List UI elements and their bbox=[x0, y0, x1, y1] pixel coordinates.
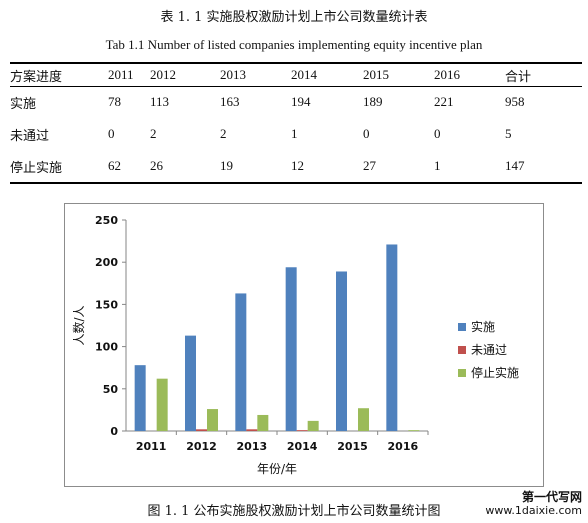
table-row: 未通过 0 2 2 1 0 0 5 bbox=[10, 118, 582, 150]
legend-item: 实施 bbox=[458, 315, 519, 338]
bar-chart: 0 50 100 150 200 250 2011 2012 2013 2014 2015 2016 年… bbox=[64, 203, 544, 487]
table-cell: 5 bbox=[505, 126, 512, 141]
table-cell: 2 bbox=[150, 126, 157, 141]
header-cell: 2012 bbox=[150, 67, 176, 82]
legend-item: 未通过 bbox=[458, 338, 519, 361]
bar bbox=[235, 293, 247, 431]
table-row: 停止实施 62 26 19 12 27 1 147 bbox=[10, 150, 582, 182]
x-tick-label: 2016 bbox=[388, 440, 419, 453]
table-cell: 12 bbox=[291, 158, 304, 173]
header-cell: 2014 bbox=[291, 67, 317, 82]
table-cell: 19 bbox=[220, 158, 233, 173]
y-tick-label: 100 bbox=[95, 341, 118, 354]
legend-swatch bbox=[458, 322, 466, 331]
table-cell: 189 bbox=[363, 94, 383, 109]
table-cell: 194 bbox=[291, 94, 311, 109]
x-tick-label: 2014 bbox=[287, 440, 318, 453]
table-caption-en: Tab 1.1 Number of listed companies imple… bbox=[105, 37, 483, 52]
table-cell: 1 bbox=[434, 158, 441, 173]
y-tick-label: 200 bbox=[95, 256, 118, 269]
table-cell: 1 bbox=[291, 126, 298, 141]
table-cell: 未通过 bbox=[10, 127, 50, 143]
table-cell: 221 bbox=[434, 94, 454, 109]
watermark: 第一代写网 www.1daixie.com bbox=[485, 490, 582, 518]
x-tick-label: 2011 bbox=[136, 440, 167, 453]
figure-caption: 图 1. 1 公布实施股权激励计划上市公司数量统计图 bbox=[147, 504, 441, 519]
y-tick-label: 250 bbox=[95, 214, 118, 227]
table-header-row: 方案进度 2011 2012 2013 2014 2015 2016 合计 bbox=[10, 64, 582, 86]
y-tick-label: 150 bbox=[95, 298, 118, 311]
legend-label: 停止实施 bbox=[471, 366, 520, 380]
bar bbox=[185, 335, 196, 431]
header-cell: 2015 bbox=[363, 67, 389, 82]
legend-swatch bbox=[458, 345, 466, 354]
table-cell: 78 bbox=[108, 94, 121, 109]
bar bbox=[336, 271, 347, 431]
bar bbox=[307, 420, 319, 431]
bar bbox=[257, 414, 269, 431]
bar bbox=[358, 408, 369, 431]
legend-swatch bbox=[458, 368, 466, 377]
table-cell: 0 bbox=[434, 126, 441, 141]
table-cell: 163 bbox=[220, 94, 240, 109]
table-cell: 实施 bbox=[10, 95, 37, 111]
header-cell: 方案进度 bbox=[10, 68, 63, 84]
watermark-line2: www.1daixie.com bbox=[485, 504, 582, 517]
bar bbox=[386, 244, 398, 431]
bar bbox=[408, 430, 420, 431]
x-axis-title: 年份/年 bbox=[257, 462, 297, 476]
x-tick-label: 2013 bbox=[237, 440, 268, 453]
x-tick-label: 2012 bbox=[186, 440, 217, 453]
bar bbox=[156, 378, 168, 431]
bar bbox=[196, 429, 207, 431]
table-top-rule bbox=[10, 62, 582, 64]
table-cell: 147 bbox=[505, 158, 525, 173]
data-table: 方案进度 2011 2012 2013 2014 2015 2016 合计 实施… bbox=[10, 64, 582, 182]
legend-label: 实施 bbox=[471, 320, 496, 334]
table-caption-cn: 表 1. 1 实施股权激励计划上市公司数量统计表 bbox=[160, 10, 428, 25]
table-cell: 62 bbox=[108, 158, 121, 173]
bar bbox=[296, 430, 308, 431]
header-cell: 2011 bbox=[108, 67, 134, 82]
y-tick-label: 50 bbox=[103, 383, 119, 396]
header-cell: 合计 bbox=[505, 68, 532, 84]
legend-label: 未通过 bbox=[471, 343, 508, 357]
table-cell: 958 bbox=[505, 94, 525, 109]
bar bbox=[246, 429, 258, 431]
header-cell: 2016 bbox=[434, 67, 460, 82]
bar bbox=[285, 267, 297, 431]
table-row: 实施 78 113 163 194 189 221 958 bbox=[10, 86, 582, 118]
table-cell: 26 bbox=[150, 158, 163, 173]
y-axis-title: 人数/人 bbox=[71, 305, 86, 345]
table-cell: 0 bbox=[363, 126, 370, 141]
header-cell: 2013 bbox=[220, 67, 246, 82]
bar bbox=[207, 409, 218, 431]
table-cell: 停止实施 bbox=[10, 159, 63, 175]
y-tick-label: 0 bbox=[110, 425, 118, 438]
table-cell: 2 bbox=[220, 126, 227, 141]
table-cell: 27 bbox=[363, 158, 376, 173]
table-cell: 0 bbox=[108, 126, 115, 141]
x-tick-label: 2015 bbox=[337, 440, 368, 453]
bar bbox=[134, 365, 146, 431]
table-header-rule bbox=[10, 86, 582, 87]
chart-legend: 实施 未通过 停止实施 bbox=[458, 315, 519, 384]
chart-plot: 0 50 100 150 200 250 2011 2012 2013 2014 2015 2016 年… bbox=[71, 214, 429, 476]
table-cell: 113 bbox=[150, 94, 170, 109]
legend-item: 停止实施 bbox=[458, 361, 519, 384]
watermark-line1: 第一代写网 bbox=[521, 490, 582, 504]
table-bottom-rule bbox=[10, 182, 582, 184]
